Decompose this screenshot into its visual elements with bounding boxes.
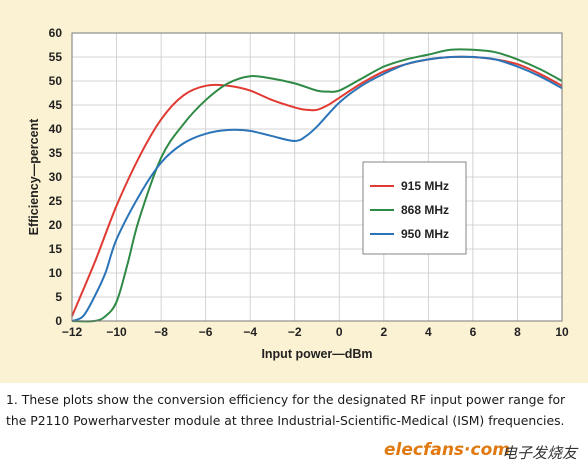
efficiency-chart: −12 −10 −8 −6 −4 −2 0 2 4 6 8 10 0 5 10 15 20 25 30 35 40 45… xyxy=(27,26,569,361)
legend-label-950: 950 MHz xyxy=(401,227,449,241)
plot-frame xyxy=(71,32,563,322)
y-tick-label: 20 xyxy=(49,218,63,232)
legend-box xyxy=(362,161,467,255)
x-tick-label: 0 xyxy=(336,325,343,339)
y-tick-label: 40 xyxy=(49,122,63,136)
x-axis-label: Input power—dBm xyxy=(261,347,372,361)
x-tick-label: −6 xyxy=(199,325,213,339)
legend-label-915: 915 MHz xyxy=(401,179,449,193)
x-tick-label: 8 xyxy=(514,325,521,339)
x-tick-label: 6 xyxy=(470,325,477,339)
grid xyxy=(71,32,563,322)
chart-panel: −12 −10 −8 −6 −4 −2 0 2 4 6 8 10 0 5 10 15 20 25 30 35 40 45… xyxy=(0,0,588,383)
y-axis-label: Efficiency—percent xyxy=(27,118,41,236)
series-line-868mhz xyxy=(71,48,563,323)
y-tick-label: 5 xyxy=(55,290,62,304)
y-tick-label: 50 xyxy=(49,74,63,88)
watermark-logo: elecfans·com xyxy=(384,440,510,460)
watermark-chinese-text: 电子发烧友 xyxy=(502,444,578,462)
x-tick-label: −10 xyxy=(106,325,127,339)
y-tick-label: 25 xyxy=(49,194,63,208)
x-tick-label: 2 xyxy=(380,325,387,339)
x-tick-label: 4 xyxy=(425,325,432,339)
y-tick-label: 15 xyxy=(49,242,63,256)
y-tick-label: 45 xyxy=(49,98,63,112)
x-tick-labels: −12 −10 −8 −6 −4 −2 0 2 4 6 8 10 xyxy=(62,325,569,339)
y-tick-label: 35 xyxy=(49,146,63,160)
x-tick-label: 10 xyxy=(555,325,569,339)
y-tick-label: 0 xyxy=(55,314,62,328)
series-line-950mhz xyxy=(71,55,563,322)
legend: 915 MHz 868 MHz 950 MHz xyxy=(362,161,467,255)
x-tick-label: −2 xyxy=(288,325,302,339)
figure-caption: 1. These plots show the conversion effic… xyxy=(6,392,566,428)
x-tick-label: −4 xyxy=(243,325,257,339)
y-tick-label: 55 xyxy=(49,50,63,64)
legend-label-868: 868 MHz xyxy=(401,203,449,217)
y-tick-label: 30 xyxy=(49,170,63,184)
series-lines xyxy=(71,48,563,323)
x-tick-label: −8 xyxy=(154,325,168,339)
y-tick-labels: 0 5 10 15 20 25 30 35 40 45 50 55 60 xyxy=(49,26,63,328)
watermark: elecfans·com 电子发烧友 xyxy=(384,440,584,466)
x-tick-label: −12 xyxy=(62,325,83,339)
y-tick-label: 60 xyxy=(49,26,63,40)
y-tick-label: 10 xyxy=(49,266,63,280)
